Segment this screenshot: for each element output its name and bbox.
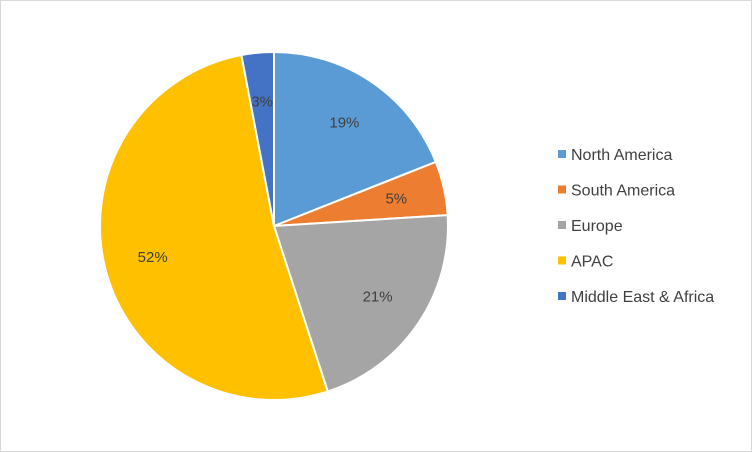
legend: North America South America Europe APAC Midd…: [558, 147, 714, 306]
legend-label-south-america: South America: [571, 183, 675, 200]
legend-swatch-south-america: [558, 185, 566, 194]
pie-slice-europe: [272, 214, 450, 393]
legend-label-middle-east-and-africa: Middle East & Africa: [571, 289, 714, 306]
pie-slice-north-america: [273, 50, 438, 228]
legend-swatch-middle-east-and-africa: [558, 292, 566, 300]
data-label-north-america: 19%: [329, 114, 359, 131]
data-labels: 19% 5% 21% 52% 3%: [138, 93, 407, 305]
data-label-middle-east-and-africa: 3%: [251, 93, 273, 110]
legend-swatch-apac: [558, 256, 566, 265]
data-label-europe: 21%: [363, 288, 393, 305]
legend-swatch-europe: [558, 221, 566, 229]
data-label-south-america: 5%: [385, 191, 407, 208]
data-label-apac: 52%: [138, 249, 168, 266]
legend-label-apac: APAC: [571, 254, 613, 271]
pie-slices: [98, 50, 450, 402]
pie-slice-apac: [98, 53, 330, 402]
legend-label-north-america: North America: [571, 147, 672, 164]
pie-slice-middle-east-and-africa: [240, 50, 275, 227]
legend-swatch-north-america: [558, 150, 566, 158]
legend-label-europe: Europe: [571, 218, 623, 235]
